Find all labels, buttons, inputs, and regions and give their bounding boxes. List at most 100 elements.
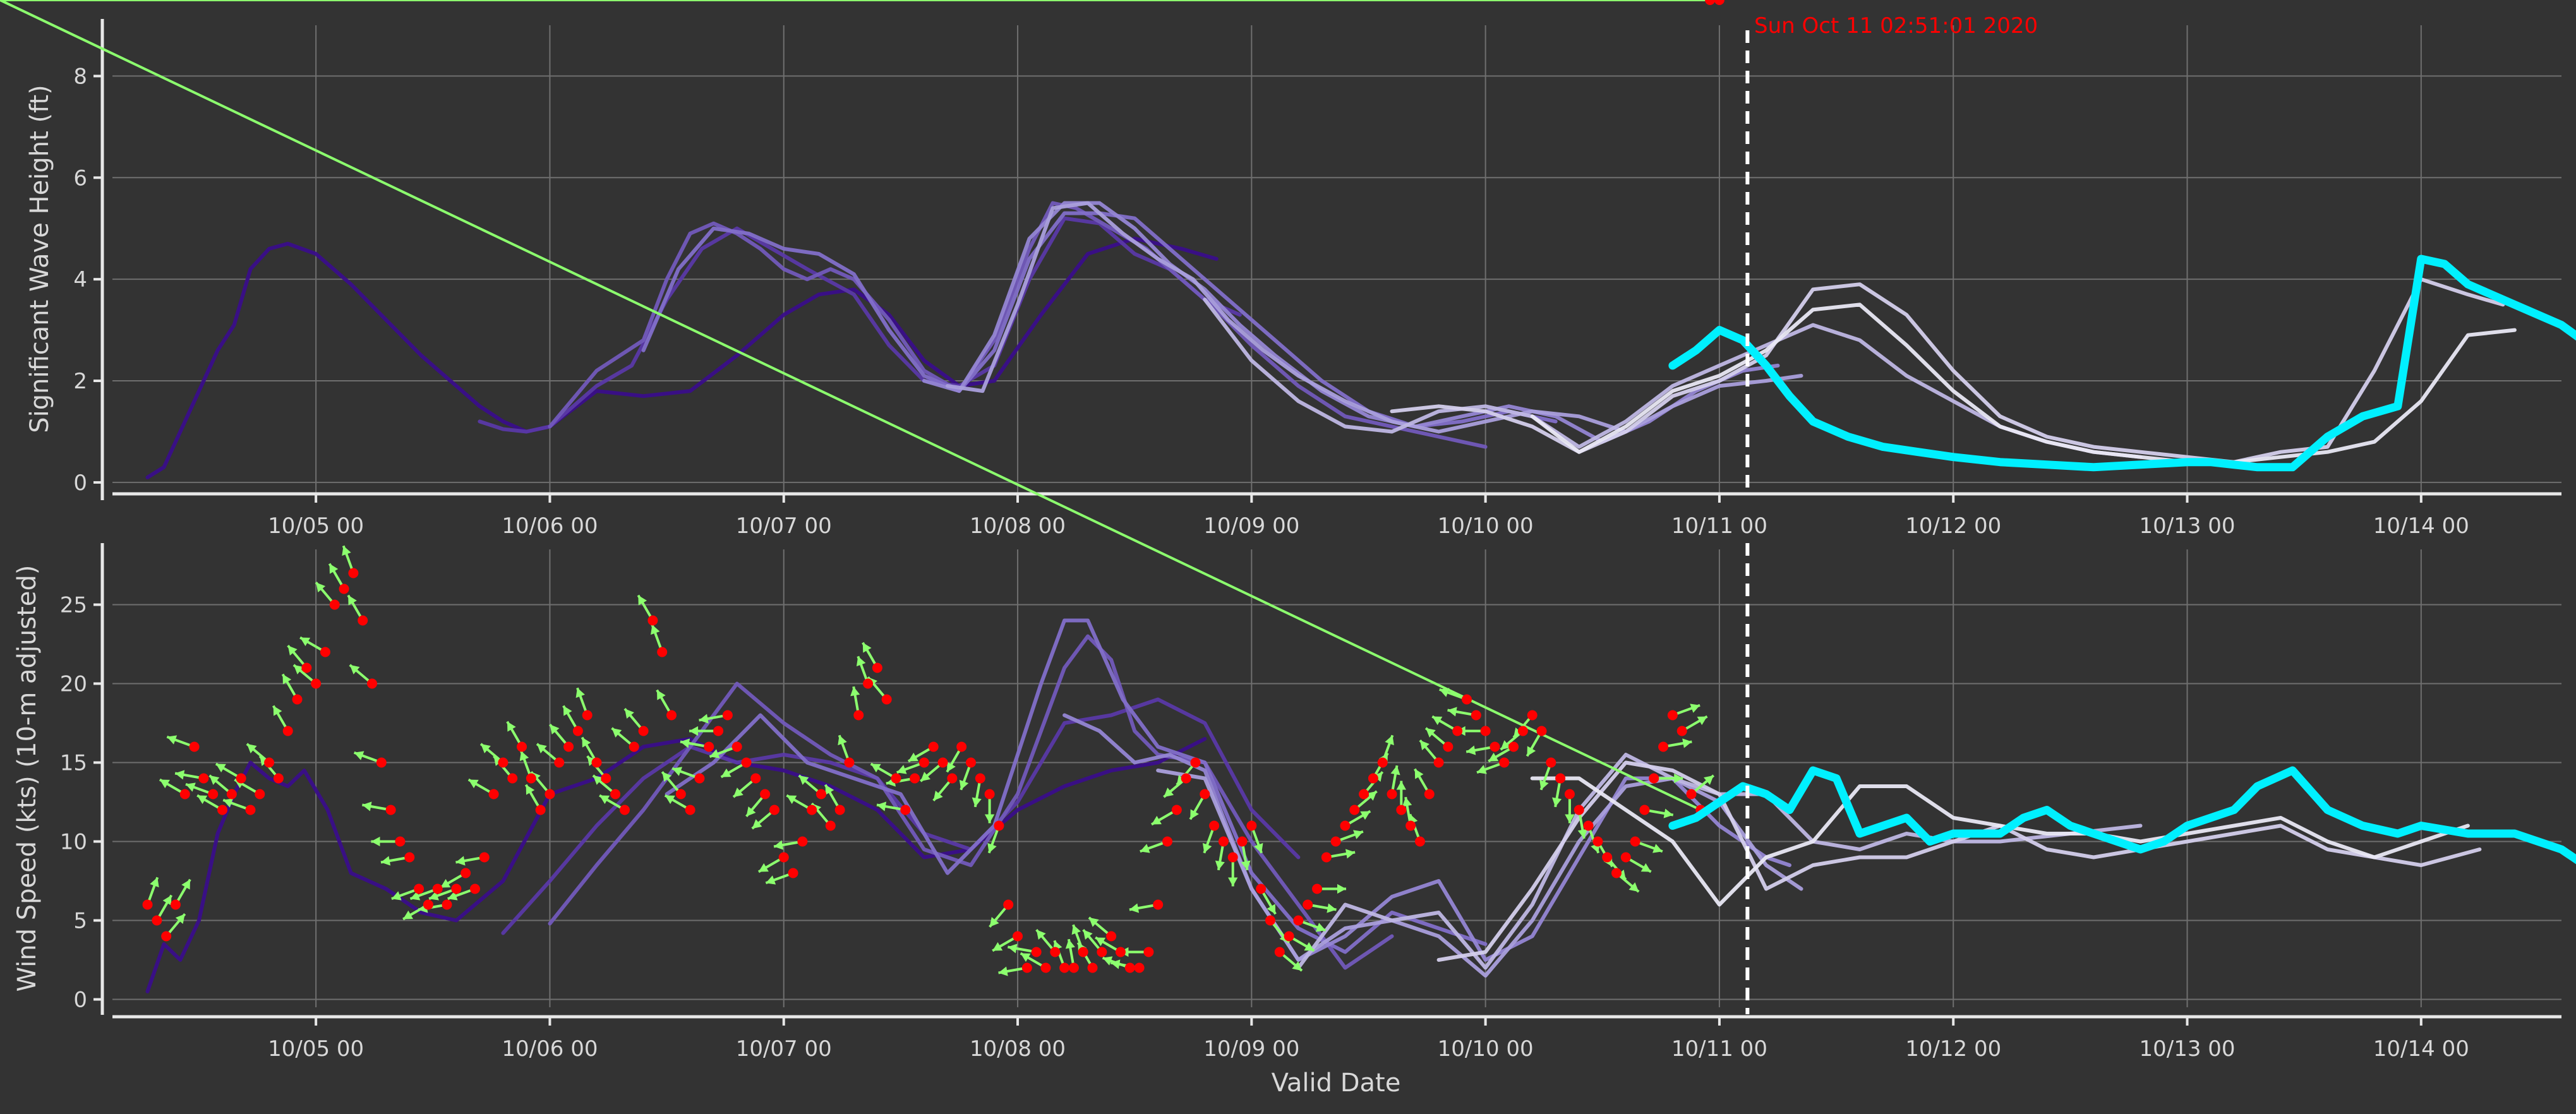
wind-obs-point — [460, 868, 471, 878]
x-tick-label: 10/07 00 — [736, 513, 832, 539]
y-tick-label: 8 — [73, 64, 87, 89]
wind-obs-point — [517, 741, 527, 752]
wind-obs-point — [292, 694, 303, 705]
wind-arrow-head — [1129, 903, 1140, 913]
wind-arrow-head — [1640, 863, 1651, 872]
y-tick-label: 15 — [60, 751, 87, 776]
x-tick-label: 10/05 00 — [268, 1036, 364, 1062]
wind-obs-point — [1639, 805, 1650, 815]
wind-obs-point — [1368, 773, 1378, 784]
y-tick-label: 10 — [60, 830, 87, 855]
wind-obs-point — [498, 757, 509, 768]
wind-arrow-head — [1500, 740, 1511, 750]
wind-arrow-head — [181, 879, 190, 890]
wind-arrow-head — [1036, 930, 1046, 940]
wind-arrow-head — [699, 714, 709, 724]
wind-obs-point — [610, 789, 621, 800]
wind-arrow-head — [611, 728, 622, 738]
wind-obs-point — [1433, 757, 1444, 768]
wind-obs-point — [863, 678, 874, 689]
wind-arrow-head — [593, 775, 603, 785]
wind-arrow-head — [752, 819, 762, 829]
wind-arrow-head — [1396, 781, 1407, 790]
wind-obs-point — [797, 836, 808, 847]
x-tick-label: 10/09 00 — [1203, 513, 1299, 539]
wind-obs-point — [1705, 0, 1716, 5]
wind-arrow-head — [850, 686, 860, 697]
y-tick-label: 4 — [73, 267, 87, 292]
wind-obs-point — [1349, 805, 1360, 815]
wind-obs-point — [1200, 789, 1210, 800]
wind-arrow-head — [1254, 842, 1263, 853]
wind-obs-point — [1583, 820, 1594, 831]
wind-arrow-head — [1420, 740, 1429, 750]
wind-arrow-head — [599, 795, 610, 805]
wind-obs-point — [161, 931, 172, 942]
wind-obs-point — [545, 789, 555, 800]
wind-obs-point — [198, 773, 209, 784]
latest-forecast-line — [1668, 766, 2576, 865]
wind-obs-point — [918, 757, 929, 768]
wind-arrow-head — [223, 798, 234, 808]
wind-arrow-head — [662, 772, 672, 782]
wind-arrow-head — [481, 743, 491, 753]
wind-obs-point — [1611, 868, 1622, 878]
x-tick-label: 10/12 00 — [1905, 513, 2001, 539]
x-tick-label: 10/05 00 — [268, 513, 364, 539]
wind-obs-point — [1527, 710, 1538, 721]
wind-arrow-head — [175, 914, 185, 924]
wind-obs-point — [1097, 947, 1107, 957]
forecast-run-line — [478, 216, 1242, 434]
wind-arrow-head — [507, 721, 516, 732]
wind-obs-point — [1330, 836, 1341, 847]
wind-arrow-head — [774, 840, 784, 850]
wind-obs-point — [301, 662, 312, 673]
forecast-run-line — [1296, 753, 2143, 970]
forecast-run-line — [1062, 713, 1791, 962]
wind-arrow-head — [625, 709, 634, 719]
wind-obs-point — [731, 741, 742, 752]
wind-obs-point — [320, 647, 330, 657]
wind-arrow-head — [1414, 769, 1424, 779]
wind-obs-point — [479, 852, 490, 863]
wind-obs-point — [1087, 962, 1098, 973]
x-tick-label: 10/14 00 — [2373, 1036, 2469, 1062]
wind-arrow-head — [150, 877, 159, 888]
wind-obs-point — [704, 741, 714, 752]
x-tick-label: 10/08 00 — [970, 1036, 1066, 1062]
wind-obs-point — [769, 805, 779, 815]
wind-obs-point — [1078, 947, 1088, 957]
wind-obs-point — [1592, 836, 1603, 847]
wind-obs-point — [844, 757, 855, 768]
wind-obs-point — [1218, 836, 1229, 847]
wind-obs-point — [469, 883, 480, 894]
wind-arrow-head — [672, 767, 683, 776]
wind-obs-point — [937, 757, 948, 768]
wind-arrow-head — [1697, 716, 1707, 726]
wind-arrow-head — [1202, 842, 1212, 853]
wind-arrow-head — [403, 910, 414, 919]
wind-obs-point — [1714, 0, 1724, 5]
x-tick-label: 10/13 00 — [2139, 513, 2235, 539]
wind-arrow-head — [959, 779, 969, 790]
wave-height-panel: 0 2 4 6 8 10/05 00 10/06 00 10/07 00 10/08 00 10/… — [25, 19, 2576, 539]
wind-arrow-head — [391, 891, 402, 901]
wind-arrow-head — [987, 842, 997, 853]
wind-arrow-head — [1292, 961, 1303, 971]
wind-arrow-head — [896, 765, 907, 774]
wind-obs-point — [507, 773, 518, 784]
wind-obs-point — [1171, 805, 1182, 815]
forecast-run-line — [1436, 760, 2482, 962]
wind-arrow-head — [721, 768, 731, 777]
wind-obs-point — [1181, 773, 1191, 784]
y-tick-label: 2 — [73, 369, 87, 394]
wind-obs-point — [647, 615, 658, 626]
wind-arrow-head — [1095, 937, 1106, 947]
wind-obs-point — [807, 805, 817, 815]
wind-arrow-head — [468, 779, 479, 789]
wind-obs-point — [1480, 726, 1491, 736]
wind-obs-point — [900, 805, 911, 815]
wind-obs-point — [825, 820, 836, 831]
wind-obs-point — [245, 805, 256, 815]
